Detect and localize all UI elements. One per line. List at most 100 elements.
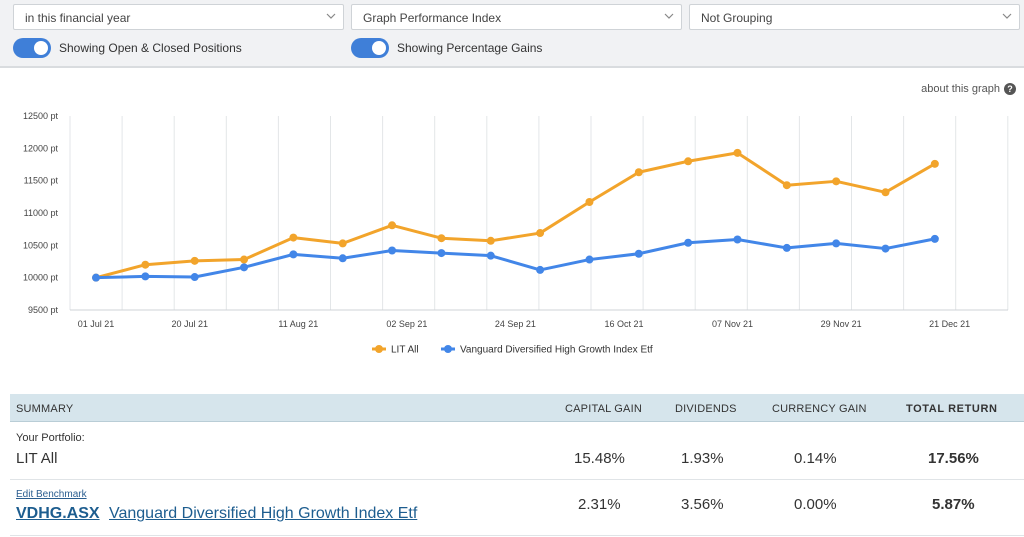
gains-toggle-group: Showing Percentage Gains (351, 38, 542, 58)
data-point (536, 229, 545, 238)
benchmark-code-link[interactable]: VDHG.ASX (16, 505, 100, 522)
benchmark-dividends: 3.56% (681, 496, 724, 513)
data-point (782, 181, 791, 190)
x-axis: 01 Jul 21 20 Jul 21 11 Aug 21 02 Sep 21 24 S… (78, 319, 970, 329)
data-point (92, 273, 100, 282)
data-point (388, 221, 397, 230)
benchmark-total-return: 5.87% (932, 496, 975, 513)
summary-header: SUMMARY CAPITAL GAIN DIVIDENDS CURRENCY … (10, 394, 1024, 422)
data-point (634, 168, 643, 177)
positions-toggle-label: Showing Open & Closed Positions (59, 41, 242, 55)
data-point (881, 188, 890, 197)
data-point (141, 272, 150, 281)
question-icon: ? (1004, 83, 1016, 95)
chevron-down-icon (1002, 13, 1012, 19)
data-point (437, 249, 446, 258)
performance-chart: 12500 pt 12000 pt 11500 pt 11000 pt 10500 pt… (23, 111, 1009, 356)
edit-benchmark-link[interactable]: Edit Benchmark (16, 489, 87, 500)
portfolio-name: LIT All (16, 450, 58, 467)
data-point (486, 236, 495, 245)
x-tick-label: 24 Sep 21 (495, 319, 536, 329)
positions-toggle-group: Showing Open & Closed Positions (13, 38, 242, 58)
y-tick-label: 10500 pt (23, 240, 59, 250)
data-point (684, 157, 693, 166)
data-point (930, 159, 939, 168)
period-select[interactable]: in this financial year (13, 4, 344, 30)
x-tick-label: 02 Sep 21 (386, 319, 427, 329)
benchmark-row: Edit Benchmark VDHG.ASX Vanguard Diversi… (10, 480, 1024, 536)
data-point (289, 233, 298, 242)
gains-toggle-label: Showing Percentage Gains (397, 41, 543, 55)
data-point (733, 235, 742, 244)
data-point (585, 255, 594, 264)
data-point (240, 255, 249, 264)
legend-marker (375, 345, 383, 353)
filter-bar: in this financial year Graph Performance… (0, 0, 1024, 68)
y-axis: 12500 pt 12000 pt 11500 pt 11000 pt 10500 pt… (23, 111, 59, 315)
data-point (585, 198, 594, 207)
positions-toggle[interactable] (13, 38, 51, 58)
x-tick-label: 11 Aug 21 (278, 319, 318, 329)
summary-header-label: SUMMARY (16, 403, 74, 415)
data-point (338, 254, 347, 263)
x-tick-label: 20 Jul 21 (171, 319, 208, 329)
graph-type-select[interactable]: Graph Performance Index (351, 4, 682, 30)
data-point (190, 256, 199, 265)
benchmark-capital-gain: 2.31% (578, 496, 621, 513)
data-point (733, 148, 742, 157)
graph-type-select-value: Graph Performance Index (363, 11, 502, 25)
portfolio-dividends: 1.93% (681, 450, 724, 467)
x-tick-label: 29 Nov 21 (821, 319, 862, 329)
x-tick-label: 01 Jul 21 (78, 319, 115, 329)
chevron-down-icon (326, 13, 336, 19)
x-tick-label: 21 Dec 21 (929, 319, 970, 329)
period-select-value: in this financial year (25, 11, 131, 25)
portfolio-caption: Your Portfolio: (16, 432, 85, 444)
benchmark-currency-gain: 0.00% (794, 496, 837, 513)
y-tick-label: 9500 pt (28, 305, 59, 315)
y-tick-label: 12000 pt (23, 143, 59, 153)
data-point (881, 244, 890, 253)
y-tick-label: 10000 pt (23, 273, 59, 283)
y-tick-label: 12500 pt (23, 111, 59, 121)
about-graph-label: about this graph (921, 83, 1000, 95)
portfolio-total-return: 17.56% (928, 450, 979, 467)
legend-label: LIT All (391, 345, 419, 356)
portfolio-capital-gain: 15.48% (574, 450, 625, 467)
data-point (190, 273, 199, 282)
chevron-down-icon (664, 13, 674, 19)
data-point (388, 246, 397, 255)
data-point (536, 265, 545, 274)
total-return-header: TOTAL RETURN (906, 403, 998, 415)
benchmark-name-link[interactable]: Vanguard Diversified High Growth Index E… (109, 505, 418, 522)
grouping-select[interactable]: Not Grouping (689, 4, 1020, 30)
data-point (486, 251, 495, 260)
summary-table: SUMMARY CAPITAL GAIN DIVIDENDS CURRENCY … (10, 394, 1024, 537)
data-point (634, 249, 643, 258)
data-point (782, 243, 791, 252)
y-tick-label: 11500 pt (24, 176, 59, 186)
data-point (240, 263, 249, 272)
data-point (930, 234, 939, 243)
data-point (684, 238, 693, 247)
data-point (141, 260, 150, 269)
capital-gain-header: CAPITAL GAIN (565, 403, 642, 415)
portfolio-row: Your Portfolio: LIT All 15.48% 1.93% 0.1… (10, 422, 1024, 480)
chart-legend: LIT All Vanguard Diversified High Growth … (372, 345, 653, 356)
x-tick-label: 07 Nov 21 (712, 319, 753, 329)
data-point (338, 239, 347, 248)
gains-toggle[interactable] (351, 38, 389, 58)
series-line-benchmark (95, 237, 936, 280)
legend-label: Vanguard Diversified High Growth Index E… (460, 345, 653, 356)
series-line-lit-all (95, 151, 936, 280)
currency-gain-header: CURRENCY GAIN (772, 403, 867, 415)
data-point (289, 250, 298, 259)
about-graph-link[interactable]: about this graph ? (921, 83, 1016, 95)
legend-marker (444, 345, 452, 353)
grouping-select-value: Not Grouping (701, 11, 773, 25)
chart-series (92, 148, 939, 282)
data-point (832, 239, 841, 248)
portfolio-currency-gain: 0.14% (794, 450, 837, 467)
chart-grid (69, 116, 1009, 311)
data-point (832, 177, 841, 186)
